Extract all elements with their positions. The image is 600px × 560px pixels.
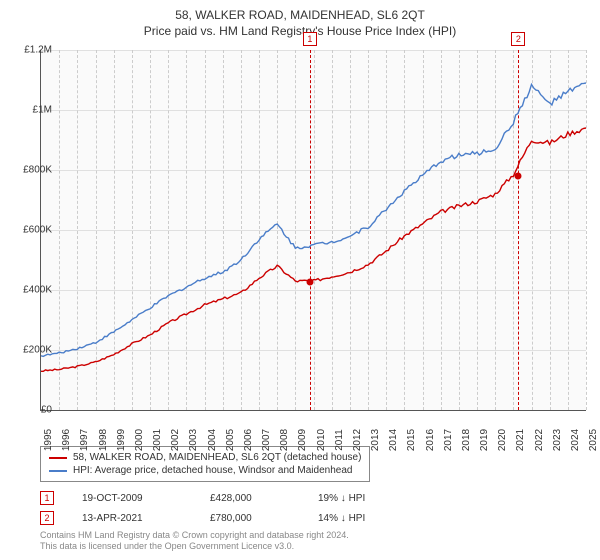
table-date: 13-APR-2021 [82, 513, 182, 524]
series-line [41, 128, 586, 371]
x-axis-label: 2001 [152, 429, 163, 451]
legend-row: 58, WALKER ROAD, MAIDENHEAD, SL6 2QT (de… [49, 451, 361, 464]
table-marker-box: 2 [40, 511, 54, 525]
x-axis-label: 2025 [588, 429, 599, 451]
table-marker-box: 1 [40, 491, 54, 505]
footer-line-1: Contains HM Land Registry data © Crown c… [40, 530, 349, 541]
chart-plot-area: 12 [40, 50, 586, 411]
x-axis-label: 2009 [297, 429, 308, 451]
legend: 58, WALKER ROAD, MAIDENHEAD, SL6 2QT (de… [40, 446, 370, 482]
x-axis-label: 2004 [207, 429, 218, 451]
x-axis-label: 2013 [370, 429, 381, 451]
x-axis-label: 2010 [316, 429, 327, 451]
table-row: 2 13-APR-2021 £780,000 14% ↓ HPI [40, 508, 408, 528]
x-axis-label: 2012 [352, 429, 363, 451]
chart-title: 58, WALKER ROAD, MAIDENHEAD, SL6 2QT [0, 0, 600, 22]
x-axis-label: 2021 [515, 429, 526, 451]
legend-color-swatch [49, 457, 67, 459]
table-pct: 14% ↓ HPI [318, 513, 408, 524]
x-axis-label: 2006 [243, 429, 254, 451]
x-axis-label: 2018 [461, 429, 472, 451]
x-axis-label: 2011 [334, 429, 345, 451]
chart-lines-svg [41, 50, 586, 410]
legend-row: HPI: Average price, detached house, Wind… [49, 464, 361, 477]
x-axis-label: 2016 [425, 429, 436, 451]
x-axis-label: 1997 [79, 429, 90, 451]
x-axis-label: 1996 [61, 429, 72, 451]
x-axis-label: 2002 [170, 429, 181, 451]
legend-color-swatch [49, 470, 67, 472]
table-pct: 19% ↓ HPI [318, 493, 408, 504]
x-axis-label: 2023 [552, 429, 563, 451]
x-axis-label: 2015 [406, 429, 417, 451]
x-axis-label: 2020 [497, 429, 508, 451]
marker-dot [515, 173, 522, 180]
legend-text: 58, WALKER ROAD, MAIDENHEAD, SL6 2QT (de… [73, 452, 361, 463]
x-axis-label: 2024 [570, 429, 581, 451]
table-row: 1 19-OCT-2009 £428,000 19% ↓ HPI [40, 488, 408, 508]
x-axis-label: 2014 [388, 429, 399, 451]
marker-dot [306, 278, 313, 285]
x-axis-label: 1998 [98, 429, 109, 451]
table-price: £428,000 [210, 493, 290, 504]
x-axis-label: 2007 [261, 429, 272, 451]
footer-attribution: Contains HM Land Registry data © Crown c… [40, 530, 349, 552]
marker-label-box: 2 [511, 32, 525, 46]
x-axis-label: 2000 [134, 429, 145, 451]
x-axis-label: 2008 [279, 429, 290, 451]
table-date: 19-OCT-2009 [82, 493, 182, 504]
footer-line-2: This data is licensed under the Open Gov… [40, 541, 349, 552]
legend-text: HPI: Average price, detached house, Wind… [73, 465, 352, 476]
x-axis-label: 2017 [443, 429, 454, 451]
x-axis-label: 2005 [225, 429, 236, 451]
x-axis-label: 1999 [116, 429, 127, 451]
chart-subtitle: Price paid vs. HM Land Registry's House … [0, 22, 600, 38]
marker-table: 1 19-OCT-2009 £428,000 19% ↓ HPI 2 13-APR-202… [40, 488, 408, 528]
x-axis-label: 1995 [43, 429, 54, 451]
table-price: £780,000 [210, 513, 290, 524]
x-axis-label: 2003 [188, 429, 199, 451]
x-axis-label: 2019 [479, 429, 490, 451]
chart-container: 58, WALKER ROAD, MAIDENHEAD, SL6 2QT Pri… [0, 0, 600, 560]
series-line [41, 83, 586, 356]
marker-label-box: 1 [303, 32, 317, 46]
x-axis-label: 2022 [534, 429, 545, 451]
